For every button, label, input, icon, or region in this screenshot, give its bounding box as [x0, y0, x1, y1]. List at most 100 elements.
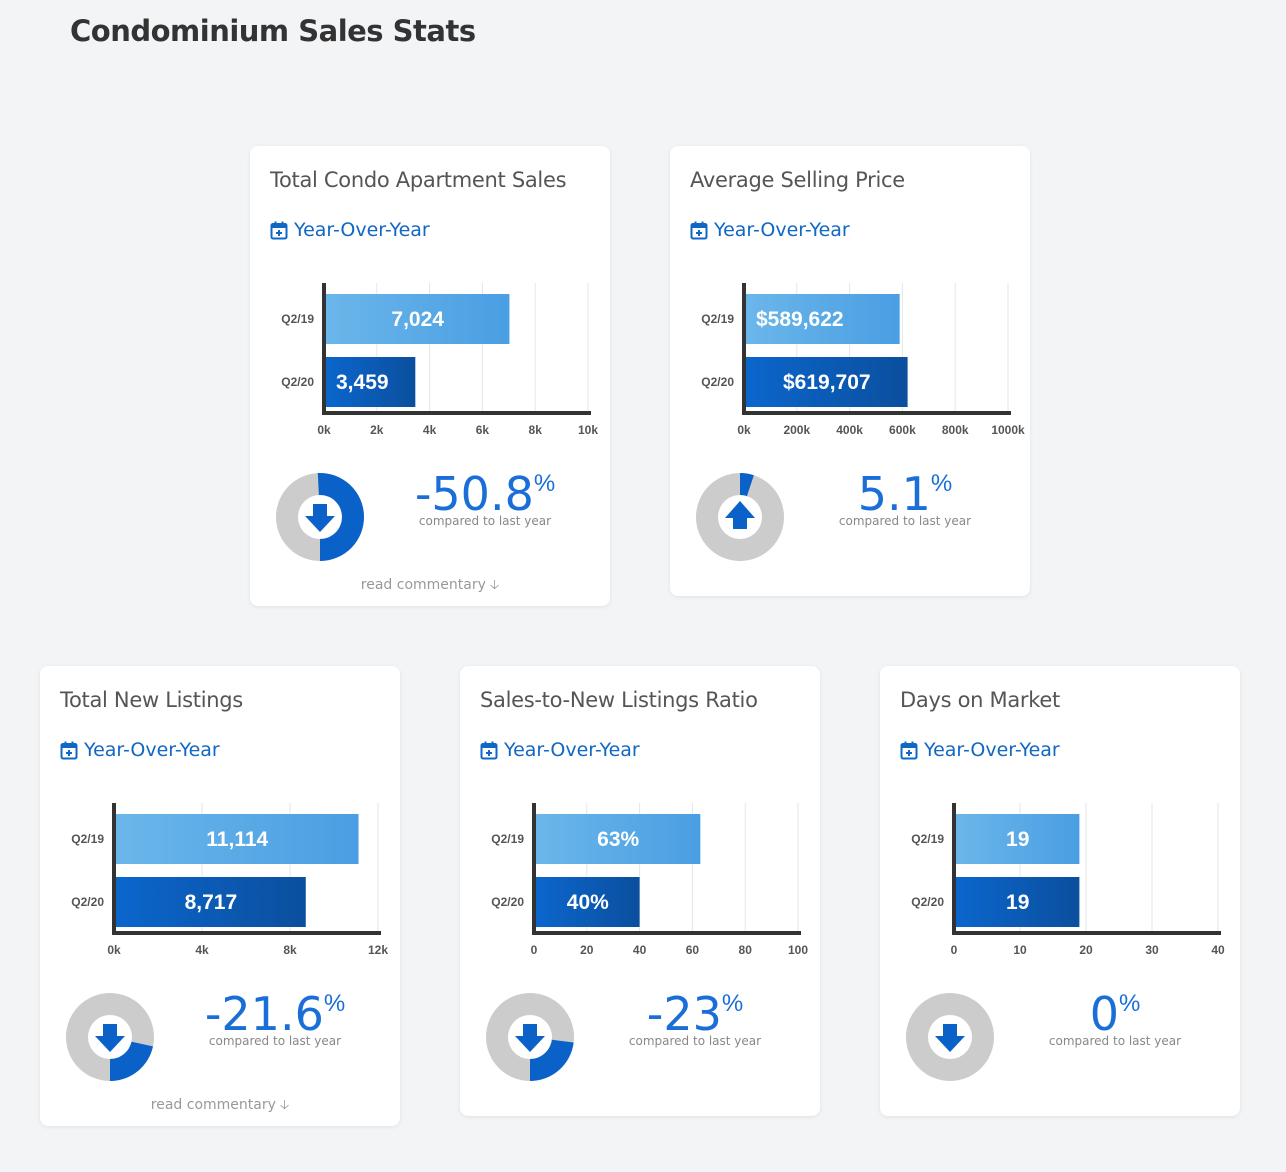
comparison-caption: compared to last year [418, 514, 552, 528]
period-selector[interactable]: Year-Over-Year [270, 218, 430, 242]
period-label: Year-Over-Year [924, 739, 1060, 761]
x-tick-label: 40 [633, 943, 647, 957]
period-label: Year-Over-Year [84, 739, 220, 761]
category-label: Q2/20 [911, 895, 944, 909]
x-tick-label: 8k [283, 943, 297, 957]
percent-sign: % [1118, 990, 1141, 1017]
bar-q2-20 [746, 357, 908, 407]
bar-chart: 0 10 20 30 40 Q2/19 19 Q2/20 19 [911, 803, 1225, 957]
arrow-down-icon: 🡣 [279, 1098, 290, 1113]
read-commentary-link[interactable]: read commentary 🡣 [40, 1096, 400, 1118]
card-days-on-market: Days on Market Year-Over-Year 0 10 20 30 40 Q2/… [880, 666, 1240, 1116]
bar-q2-20 [116, 877, 306, 927]
bar-value-label: 19 [1006, 828, 1029, 851]
change-donut [66, 993, 154, 1081]
calendar-icon [900, 741, 918, 760]
category-label: Q2/20 [281, 375, 314, 389]
percent-sign: % [721, 990, 744, 1017]
percent-change: -50.8% compared to last year [400, 468, 570, 528]
arrow-down-icon [95, 1024, 125, 1052]
card-title: Total New Listings [60, 688, 243, 712]
card-title: Average Selling Price [690, 168, 905, 192]
x-tick-label: 30 [1145, 943, 1159, 957]
x-tick-label: 1000k [991, 423, 1025, 437]
bar-value-label: 7,024 [391, 308, 444, 331]
comparison-caption: compared to last year [1048, 1034, 1182, 1048]
category-label: Q2/19 [281, 312, 314, 326]
bar-q2-19 [116, 814, 359, 864]
x-tick-label: 80 [739, 943, 753, 957]
arrow-down-icon [305, 504, 335, 532]
card-total-new-listings: Total New Listings Year-Over-Year 0k 4k 8k 12… [40, 666, 400, 1126]
change-donut [696, 473, 784, 561]
change-donut [486, 993, 574, 1081]
bar-q2-19 [746, 294, 900, 344]
bar-q2-19 [536, 814, 701, 864]
bar-q2-20 [326, 357, 416, 407]
bar-chart: 0 20 40 60 80 100 Q2/19 63% Q2/20 40% [491, 803, 808, 957]
percent-sign: % [323, 990, 346, 1017]
bar-value-label: 3,459 [336, 371, 389, 394]
x-tick-label: 60 [686, 943, 700, 957]
bar-value-label: 63% [597, 828, 639, 851]
bar-q2-19 [326, 294, 510, 344]
card-average-selling-price: Average Selling Price Year-Over-Year 0k 200… [670, 146, 1030, 596]
bar-value-label: 40% [567, 891, 609, 914]
bar-value-label: $619,707 [783, 371, 871, 394]
comparison-caption: compared to last year [208, 1034, 342, 1048]
x-tick-label: 0k [107, 943, 121, 957]
bar-q2-20 [956, 877, 1080, 927]
x-tick-label: 2k [370, 423, 384, 437]
period-selector[interactable]: Year-Over-Year [60, 738, 220, 762]
bar-value-label: 19 [1006, 891, 1029, 914]
page-title: Condominium Sales Stats [70, 14, 476, 48]
percent-change-value: -50.8 [414, 467, 534, 521]
read-commentary-link[interactable]: read commentary 🡣 [250, 576, 610, 598]
change-donut [276, 473, 364, 561]
category-label: Q2/19 [71, 832, 104, 846]
percent-change: 0% compared to last year [1030, 988, 1200, 1048]
bar-q2-19 [956, 814, 1080, 864]
x-tick-label: 40 [1211, 943, 1225, 957]
category-label: Q2/20 [491, 895, 524, 909]
comparison-caption: compared to last year [628, 1034, 762, 1048]
arrow-down-icon [935, 1024, 965, 1052]
bar-value-label: $589,622 [756, 308, 844, 331]
percent-sign: % [533, 470, 556, 497]
card-title: Days on Market [900, 688, 1060, 712]
category-label: Q2/19 [701, 312, 734, 326]
calendar-icon [60, 741, 78, 760]
x-tick-label: 100 [788, 943, 808, 957]
commentary-label: read commentary [150, 1097, 276, 1113]
period-selector[interactable]: Year-Over-Year [480, 738, 640, 762]
commentary-label: read commentary [360, 577, 486, 593]
percent-change-value: -23 [646, 987, 722, 1041]
arrow-down-icon [515, 1024, 545, 1052]
arrow-down-icon: 🡣 [489, 578, 500, 593]
period-label: Year-Over-Year [294, 219, 430, 241]
x-tick-label: 400k [836, 423, 863, 437]
percent-change-value: 0 [1089, 987, 1119, 1041]
period-selector[interactable]: Year-Over-Year [690, 218, 850, 242]
x-tick-label: 20 [1079, 943, 1093, 957]
period-label: Year-Over-Year [714, 219, 850, 241]
x-tick-label: 10k [578, 423, 598, 437]
card-sales-to-new-listings-ratio: Sales-to-New Listings Ratio Year-Over-Yea… [460, 666, 820, 1116]
arrow-up-icon [725, 501, 755, 529]
percent-change: 5.1% compared to last year [820, 468, 990, 528]
bar-q2-20 [536, 877, 640, 927]
percent-change-value: -21.6 [204, 987, 324, 1041]
x-tick-label: 4k [423, 423, 437, 437]
comparison-caption: compared to last year [838, 514, 972, 528]
change-donut [906, 993, 994, 1081]
calendar-icon [270, 221, 288, 240]
percent-sign: % [930, 470, 953, 497]
card-title: Total Condo Apartment Sales [270, 168, 567, 192]
bar-chart: 0k 2k 4k 6k 8k 10k Q2/19 7,024 Q2/20 3,459 [281, 283, 598, 437]
calendar-icon [480, 741, 498, 760]
percent-change-value: 5.1 [857, 467, 931, 521]
category-label: Q2/19 [491, 832, 524, 846]
x-tick-label: 800k [942, 423, 969, 437]
card-title: Sales-to-New Listings Ratio [480, 688, 758, 712]
period-selector[interactable]: Year-Over-Year [900, 738, 1060, 762]
